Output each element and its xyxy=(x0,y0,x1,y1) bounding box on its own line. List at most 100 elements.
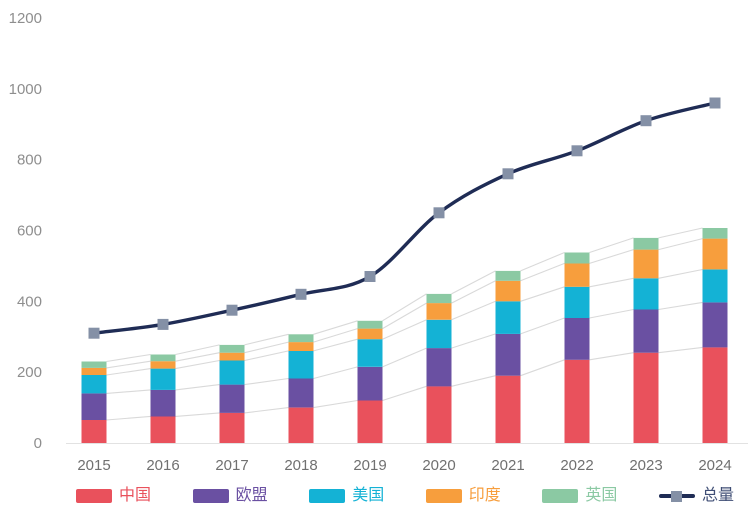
bar-china-2022 xyxy=(564,359,590,443)
legend-label-eu: 欧盟 xyxy=(235,487,268,504)
bar-uk-2023 xyxy=(633,237,659,250)
bar-india-2022 xyxy=(564,263,590,287)
bar-uk-2017 xyxy=(219,344,245,353)
bar-eu-2015 xyxy=(81,393,107,420)
legend-label-usa: 美国 xyxy=(352,487,385,504)
connector-line xyxy=(382,302,427,330)
bar-usa-2022 xyxy=(564,286,590,318)
bar-china-2021 xyxy=(495,375,521,443)
connector-line xyxy=(244,407,289,414)
connector-line xyxy=(589,352,634,361)
bar-china-2017 xyxy=(219,412,245,443)
bar-india-2023 xyxy=(633,249,659,279)
total-marker-2020 xyxy=(433,207,445,219)
total-marker-2023 xyxy=(640,115,652,127)
connector-line xyxy=(589,277,634,288)
total-marker-2016 xyxy=(157,318,169,330)
legend-item-eu[interactable]: 欧盟 xyxy=(192,487,268,505)
y-tick-label: 1200 xyxy=(9,10,42,27)
connector-line xyxy=(382,385,427,402)
legend-item-uk[interactable]: 英国 xyxy=(542,487,617,505)
connector-line xyxy=(244,341,289,354)
x-axis-label: 2017 xyxy=(215,457,248,474)
connector-line xyxy=(382,319,427,340)
bar-india-2015 xyxy=(81,367,107,375)
connector-line xyxy=(175,359,220,370)
y-tick-label: 0 xyxy=(34,435,42,452)
bar-uk-2019 xyxy=(357,320,383,329)
legend-item-total[interactable]: 总量 xyxy=(658,487,734,505)
bar-china-2019 xyxy=(357,400,383,443)
y-tick-label: 200 xyxy=(17,364,42,381)
bar-uk-2015 xyxy=(81,361,107,368)
total-line xyxy=(92,101,717,335)
bar-india-2024 xyxy=(702,238,728,270)
connector-line xyxy=(313,338,358,352)
legend-swatch-india xyxy=(425,489,462,503)
connector-line xyxy=(451,270,496,295)
connector-line xyxy=(175,344,220,356)
bar-eu-2018 xyxy=(288,378,314,408)
connector-line xyxy=(658,301,703,311)
bar-eu-2024 xyxy=(702,302,728,348)
connector-line xyxy=(589,308,634,319)
connector-line xyxy=(589,249,634,264)
bar-eu-2019 xyxy=(357,366,383,401)
connector-line xyxy=(313,328,358,343)
bar-eu-2023 xyxy=(633,309,659,353)
bar-usa-2021 xyxy=(495,301,521,334)
legend-label-uk: 英国 xyxy=(585,487,618,504)
connector-line xyxy=(382,293,427,322)
bar-china-2023 xyxy=(633,352,659,443)
legend-label-india: 印度 xyxy=(468,487,501,504)
bar-usa-2017 xyxy=(219,360,245,385)
legend-item-india[interactable]: 印度 xyxy=(425,487,501,505)
connector-line xyxy=(589,237,634,254)
bar-usa-2023 xyxy=(633,278,659,310)
connector-line xyxy=(106,353,151,363)
bar-uk-2021 xyxy=(495,270,521,281)
bar-india-2021 xyxy=(495,280,521,302)
bar-uk-2024 xyxy=(702,228,728,239)
x-axis-label: 2019 xyxy=(353,457,386,474)
connector-line xyxy=(658,227,703,239)
bar-eu-2016 xyxy=(150,389,176,417)
bar-usa-2016 xyxy=(150,368,176,390)
legend-item-china[interactable]: 中国 xyxy=(76,487,151,505)
connector-line xyxy=(520,317,565,335)
legend-item-usa[interactable]: 美国 xyxy=(309,487,384,505)
bar-usa-2024 xyxy=(702,269,728,303)
bar-india-2019 xyxy=(357,328,383,340)
connector-line xyxy=(520,262,565,282)
bar-india-2020 xyxy=(426,303,452,320)
connector-line xyxy=(244,350,289,362)
connector-line xyxy=(106,368,151,376)
legend-swatch-eu xyxy=(192,489,229,503)
legend-swatch-china xyxy=(76,489,112,503)
bar-eu-2021 xyxy=(495,333,521,376)
connector-line xyxy=(520,251,565,272)
connector-line xyxy=(313,366,358,380)
y-tick-label: 800 xyxy=(17,152,42,169)
bar-china-2015 xyxy=(81,420,107,443)
bar-india-2017 xyxy=(219,352,245,361)
legend-line-marker-icon xyxy=(658,489,695,503)
connector-line xyxy=(106,389,151,394)
total-marker-2021 xyxy=(502,168,514,180)
connector-line xyxy=(175,352,220,362)
x-axis-label: 2015 xyxy=(77,457,110,474)
connector-line xyxy=(451,280,496,304)
legend-swatch-uk xyxy=(542,489,579,503)
bar-china-2016 xyxy=(150,416,176,443)
x-axis-label: 2023 xyxy=(629,457,662,474)
bar-uk-2020 xyxy=(426,293,452,304)
bar-china-2018 xyxy=(288,407,314,443)
bar-india-2016 xyxy=(150,361,176,369)
legend-swatch-usa xyxy=(309,489,346,503)
bar-uk-2018 xyxy=(288,334,314,343)
x-axis-label: 2021 xyxy=(491,457,524,474)
total-marker-2017 xyxy=(226,304,238,316)
bar-usa-2019 xyxy=(357,339,383,367)
connector-line xyxy=(313,399,358,409)
